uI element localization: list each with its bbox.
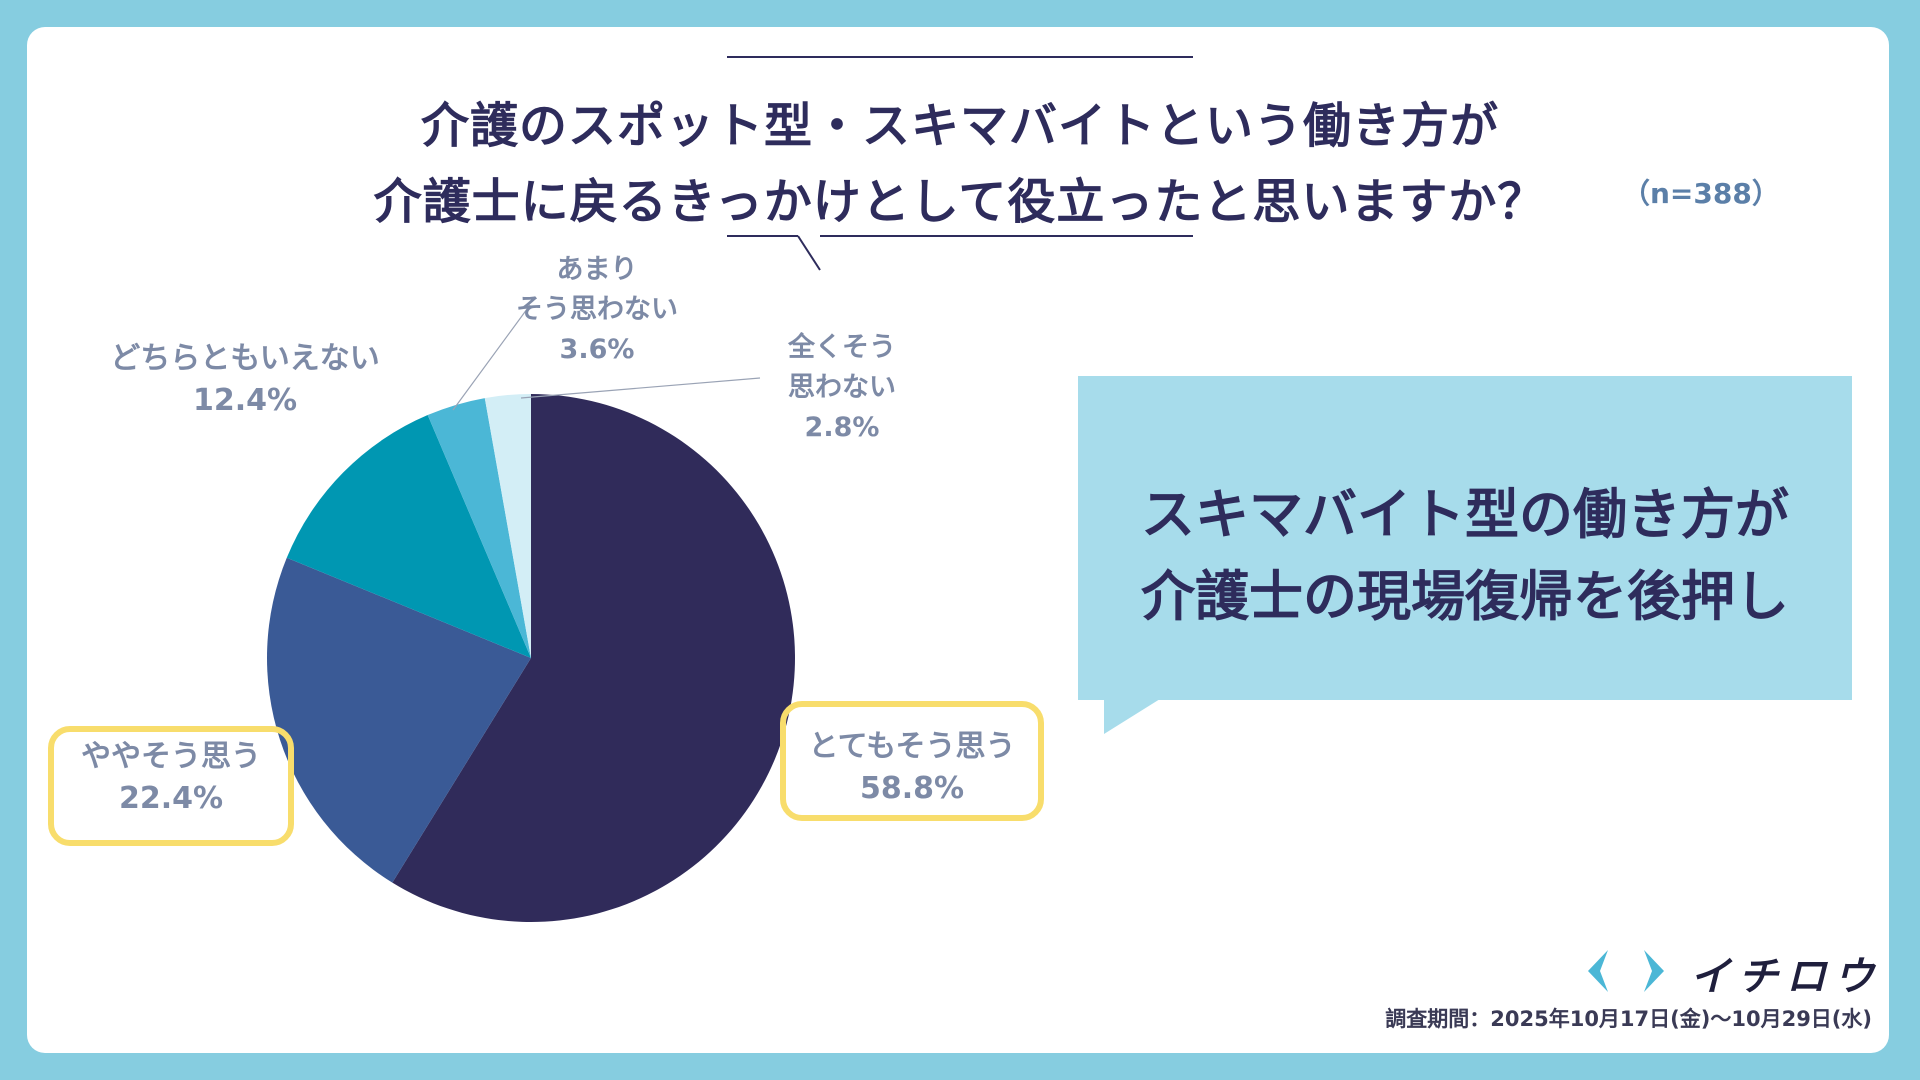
slice-label-s3-value: 3.6% bbox=[559, 334, 635, 365]
chevron-pair-icon bbox=[1588, 950, 1664, 992]
slice-label-s3-name-1: あまり bbox=[556, 254, 638, 285]
slice-label-s0-value: 58.8% bbox=[859, 771, 965, 806]
slice-label-s0-name: とてもそう思う bbox=[808, 729, 1016, 764]
slice-label-s4-name-2: 思わない bbox=[788, 372, 896, 403]
leader-lines bbox=[452, 304, 761, 411]
leader-line-s3 bbox=[452, 304, 531, 411]
highlight-box-s1 bbox=[48, 726, 294, 846]
callout-line-1: スキマバイト型の働き方が bbox=[1141, 483, 1789, 546]
slice-label-s0: とてもそう思う 58.8% bbox=[786, 726, 1038, 810]
slice-label-s3-name-2: そう思わない bbox=[516, 294, 678, 325]
slice-label-s2-value: 12.4% bbox=[192, 383, 298, 418]
highlight-box-s0 bbox=[780, 701, 1044, 821]
slice-label-s3: あまり そう思わない 3.6% bbox=[494, 250, 700, 370]
slice-label-s2-name: どちらともいえない bbox=[110, 341, 380, 376]
callout-line-2: 介護士の現場復帰を後押し bbox=[1141, 565, 1789, 628]
title-decor-lines bbox=[727, 56, 1193, 271]
pie-slice-4 bbox=[484, 394, 531, 658]
pie-slice-2 bbox=[286, 415, 531, 658]
slice-label-s2: どちらともいえない 12.4% bbox=[86, 338, 404, 422]
sample-size: （n=388） bbox=[1622, 177, 1780, 210]
survey-period: 調査期間：2025年10月17日(金)〜10月29日(水) bbox=[1385, 1007, 1872, 1031]
slice-label-s4: 全くそう 思わない 2.8% bbox=[762, 328, 922, 448]
pie-slice-3 bbox=[427, 398, 531, 658]
callout-tail bbox=[1104, 699, 1160, 734]
leader-line-s4 bbox=[520, 377, 761, 399]
callout-box bbox=[1078, 376, 1852, 700]
slice-label-s1-value: 22.4% bbox=[118, 781, 224, 816]
pie-slice-0 bbox=[392, 394, 795, 922]
slice-label-s4-value: 2.8% bbox=[804, 412, 880, 443]
slice-label-s1: ややそう思う 22.4% bbox=[54, 736, 288, 820]
slice-label-s4-name-1: 全くそう bbox=[788, 332, 896, 363]
pie-chart bbox=[267, 394, 795, 922]
title-line-2: 介護士に戻るきっかけとして役立ったと思いますか？ bbox=[373, 174, 1547, 230]
logo-text: イチロウ bbox=[1690, 954, 1882, 1000]
slice-label-s1-name: ややそう思う bbox=[81, 739, 261, 774]
chart-title: 介護のスポット型・スキマバイトという働き方が 介護士に戻るきっかけとして役立った… bbox=[0, 0, 1920, 280]
title-line-1: 介護のスポット型・スキマバイトという働き方が bbox=[420, 98, 1499, 154]
pie-slice-1 bbox=[267, 557, 531, 883]
